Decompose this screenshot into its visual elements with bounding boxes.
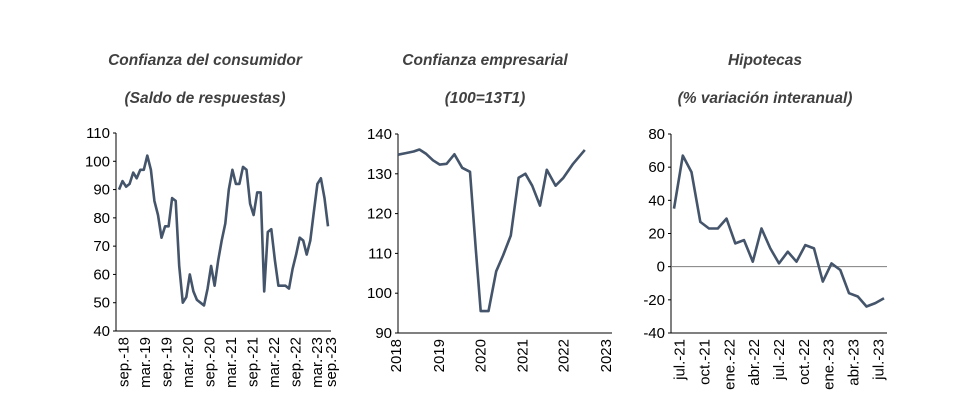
series-line	[397, 148, 586, 313]
x-tick-label: sep.-20	[202, 337, 219, 387]
x-tick-label: sep.-23	[323, 337, 340, 387]
y-tick-label: 120	[367, 206, 392, 223]
x-tick-label: mar.-19	[137, 337, 154, 388]
y-tick-label: -20	[643, 292, 665, 309]
x-tick-label: oct.-22	[796, 339, 813, 385]
y-tick-label: 20	[648, 226, 665, 243]
x-tick-label: 2021	[514, 339, 531, 372]
y-tick-label: 40	[93, 323, 110, 340]
x-tick-label: ene.-22	[721, 339, 738, 390]
x-tick-label: jul.-21	[672, 339, 689, 381]
mortgages-plot: 80 60 40 20 0 -20 -40 jul.-21 oct.-21 ene.-22 abr.…	[643, 126, 887, 390]
x-tick-label: sep.-18	[116, 337, 133, 387]
x-tick-label: jul.-22	[771, 339, 788, 381]
x-tick-label: mar.-20	[180, 337, 197, 388]
y-tick-label: 130	[367, 166, 392, 183]
y-tick-label: 60	[93, 266, 110, 283]
chart-subtitle: (% variación interanual)	[677, 90, 853, 107]
x-tick-label: oct.-21	[696, 339, 713, 385]
y-tick-label: 100	[85, 153, 110, 170]
x-tick-label: sep.-22	[288, 337, 305, 387]
x-tick-label: 2020	[473, 339, 490, 372]
consumer-confidence-panel: Confianza del consumidor (Saldo de respu…	[55, 0, 355, 420]
y-tick-label: -40	[643, 325, 665, 342]
x-tick-label: mar.-23	[309, 337, 326, 388]
x-tick-label: jul.-23	[870, 339, 887, 381]
chart-subtitle: (100=13T1)	[444, 90, 526, 107]
x-tick-label: 2023	[598, 339, 615, 372]
y-tick-label: 0	[657, 259, 665, 276]
y-tick-label: 110	[86, 125, 110, 142]
x-tick-label: 2022	[555, 339, 572, 372]
y-tick-label: 80	[648, 126, 665, 143]
y-tick-label: 90	[93, 182, 110, 199]
y-tick-label: 90	[375, 325, 392, 342]
y-tick-label: 140	[367, 126, 392, 143]
y-tick-label: 40	[648, 192, 665, 209]
x-tick-label: mar.-21	[223, 337, 240, 388]
x-tick-label: 2019	[431, 339, 448, 372]
x-tick-label: mar.-22	[266, 337, 283, 388]
business-confidence-panel: Confianza empresarial (100=13T1) 140 130 1…	[335, 0, 635, 420]
x-tick-label: ene.-23	[821, 339, 838, 390]
mortgages-panel: Hipotecas (% variación interanual) 80 60 4…	[615, 0, 915, 420]
chart-title: Hipotecas	[727, 52, 803, 69]
x-tick-label: 2018	[388, 339, 405, 372]
y-tick-label: 50	[93, 295, 110, 312]
x-tick-label: abr.-22	[746, 339, 763, 386]
x-tick-label: sep.-21	[245, 337, 262, 387]
x-tick-label: sep.-19	[159, 337, 176, 387]
x-tick-label: abr.-23	[846, 339, 863, 386]
y-tick-label: 110	[368, 245, 392, 262]
y-tick-label: 80	[93, 210, 110, 227]
y-tick-label: 100	[367, 285, 392, 302]
series-line	[117, 154, 330, 307]
chart-subtitle: (Saldo de respuestas)	[124, 90, 286, 107]
series-line	[672, 154, 885, 308]
chart-title: Confianza del consumidor	[108, 52, 302, 69]
chart-title: Confianza empresarial	[402, 52, 568, 69]
y-tick-label: 70	[93, 238, 110, 255]
y-tick-label: 60	[648, 159, 665, 176]
